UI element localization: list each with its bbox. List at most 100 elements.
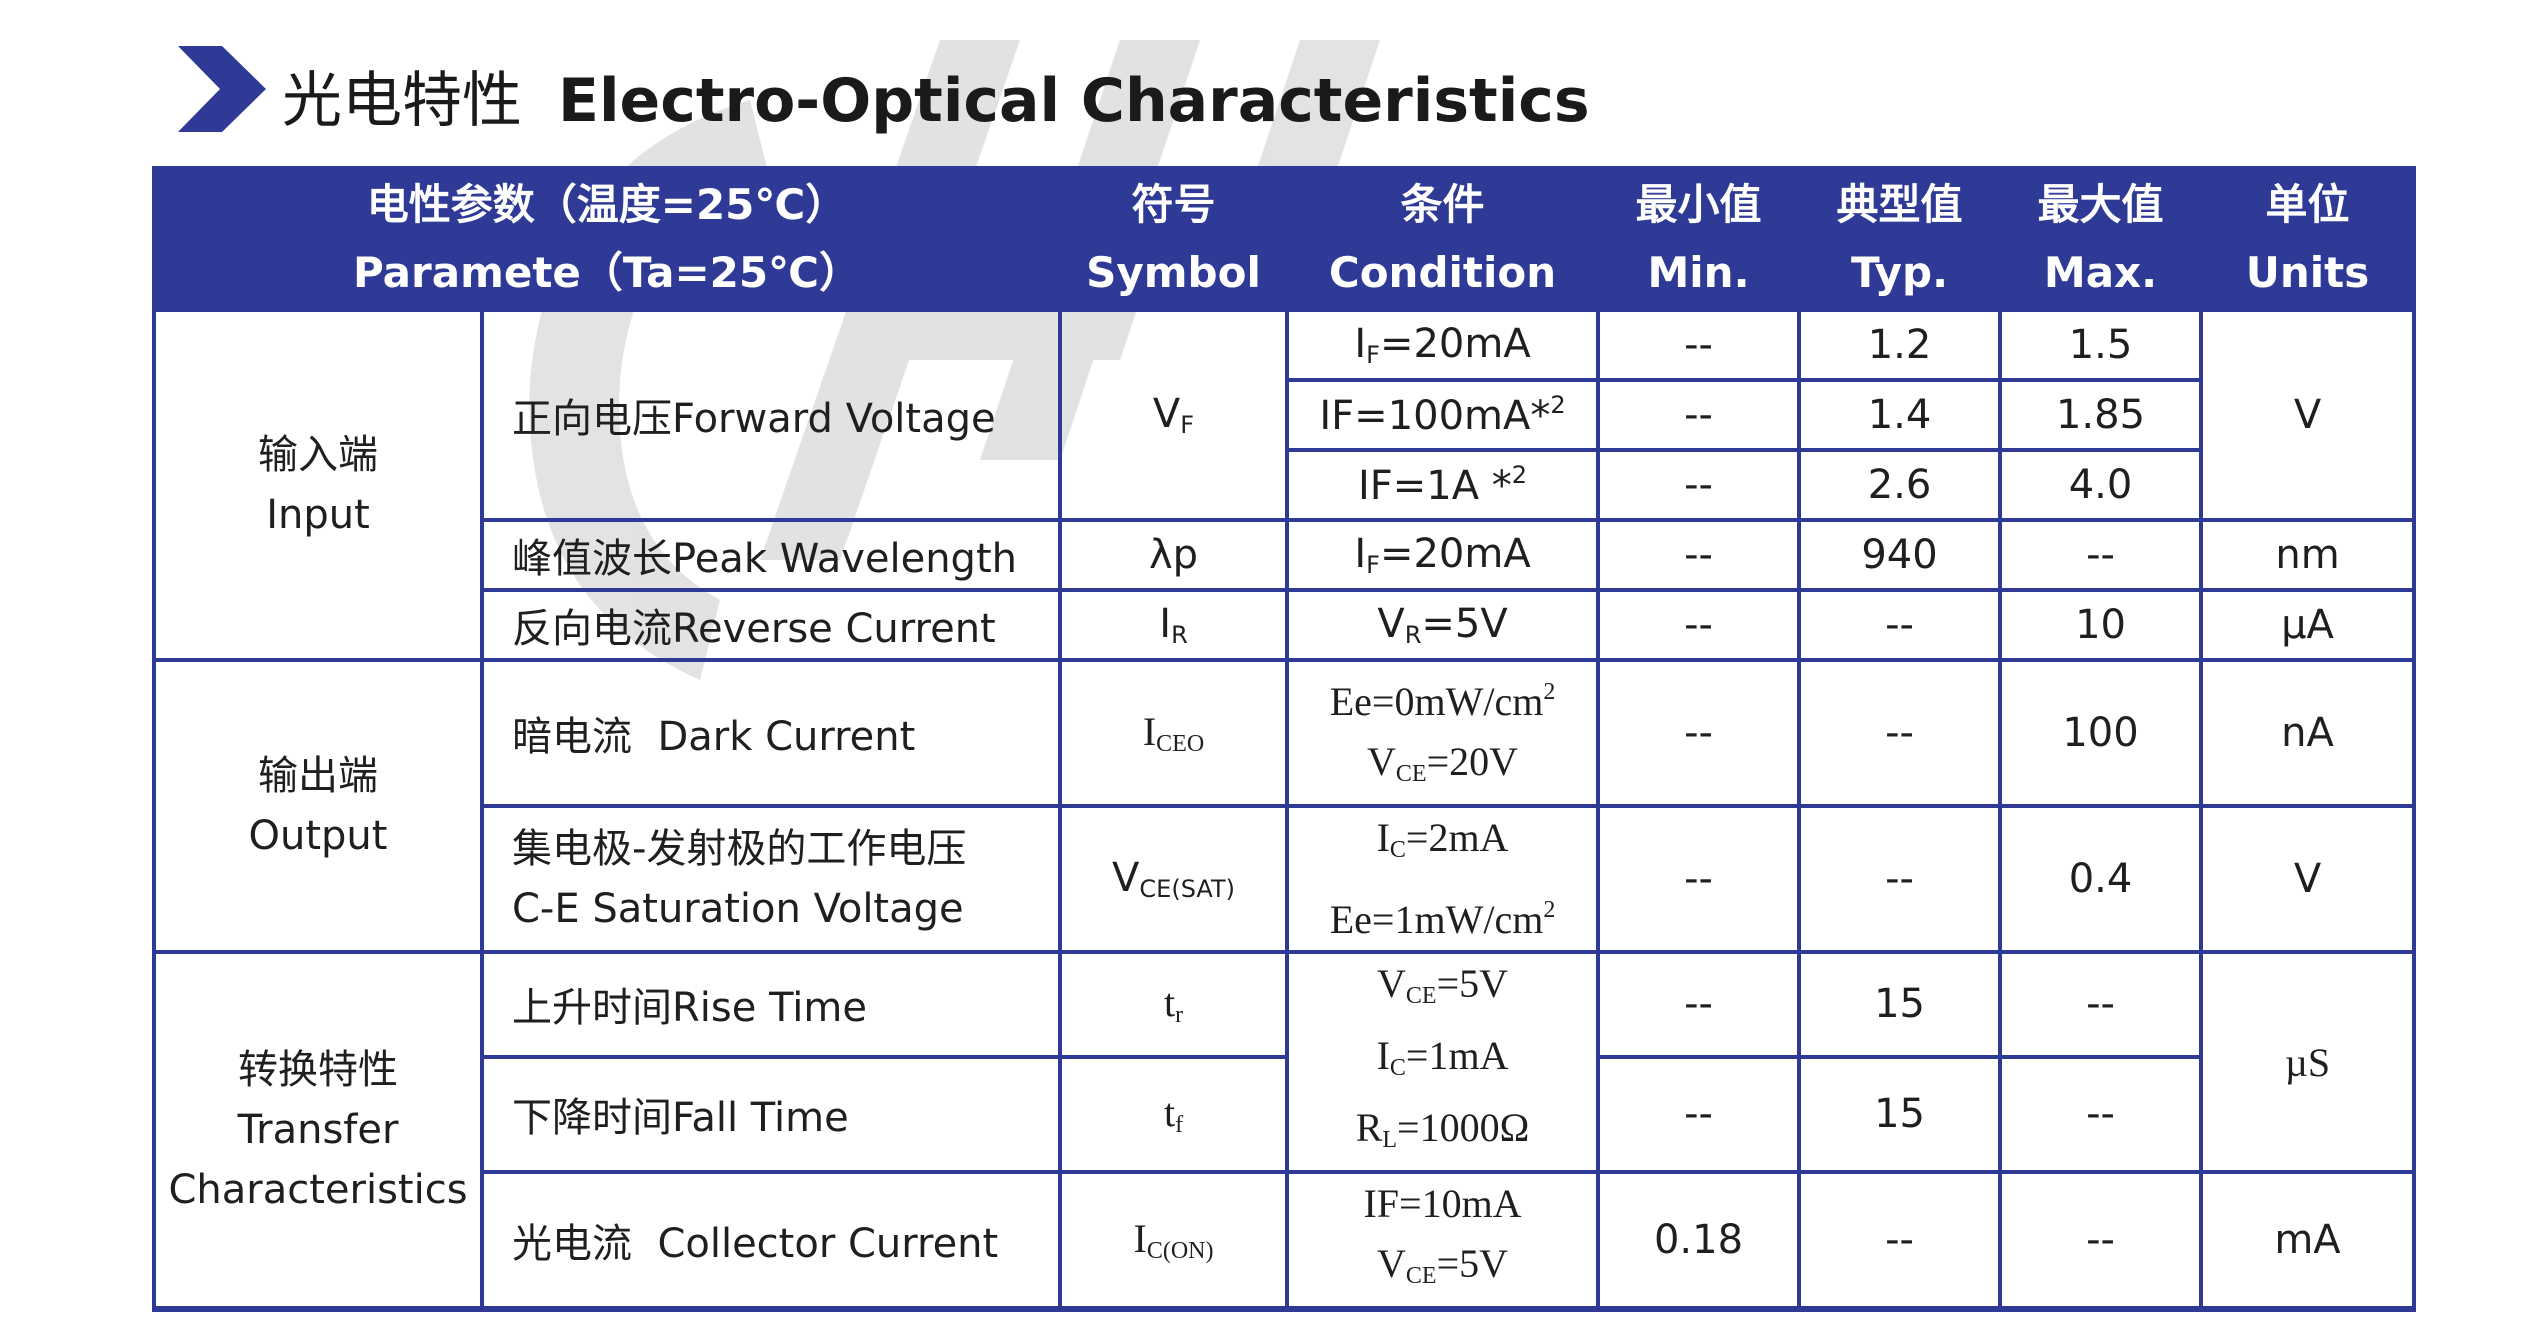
- cond-rest: =5V: [1436, 961, 1509, 1006]
- group-transfer-en-2: Characteristics: [168, 1167, 468, 1213]
- cell-max: --: [1998, 518, 2204, 592]
- group-transfer-en-1: Transfer: [237, 1107, 399, 1153]
- param-cn: 正向电压: [512, 396, 672, 442]
- cell-unit: V: [2199, 804, 2417, 954]
- cond-line-2: IC=1mA: [1289, 1026, 1596, 1098]
- table-row: 下降时间Fall Time tf -- 15 --: [154, 1054, 2414, 1174]
- cond-line-1: IC=2mA: [1289, 808, 1596, 880]
- col-header-units-en: Units: [2245, 248, 2370, 297]
- symbol-vf: VF: [1058, 308, 1290, 522]
- param-cn: 暗电流: [512, 714, 632, 760]
- cond-sup: 2: [1511, 461, 1528, 489]
- cell-unit: nA: [2199, 658, 2417, 808]
- col-header-max-cn: 最大值: [2037, 180, 2164, 229]
- param-cn: 反向电流: [512, 606, 672, 652]
- cell-typ: --: [1797, 658, 2003, 808]
- cond-rest: =20mA: [1379, 531, 1531, 577]
- group-output-en: Output: [248, 813, 388, 859]
- cond-sub: C: [1389, 837, 1406, 863]
- cond-sub: CE: [1405, 983, 1437, 1009]
- cell-min: --: [1596, 950, 1802, 1059]
- col-header-symbol: 符号 Symbol: [1058, 166, 1290, 312]
- symbol-iceo: ICEO: [1058, 658, 1290, 808]
- cell-typ: 15: [1797, 1054, 2003, 1174]
- param-en: Rise Time: [672, 985, 867, 1032]
- cond-switching: VCE=5V IC=1mA RL=1000Ω: [1285, 950, 1601, 1174]
- cond-if-20ma: IF=20mA: [1285, 308, 1601, 382]
- group-input: 输入端 Input: [152, 308, 484, 662]
- cell-typ: 1.2: [1797, 308, 2003, 382]
- col-header-min-en: Min.: [1647, 248, 1750, 297]
- cell-unit: µA: [2199, 588, 2417, 662]
- col-header-condition-en: Condition: [1328, 248, 1557, 297]
- col-header-units: 单位 Units: [2199, 166, 2417, 312]
- col-header-condition: 条件 Condition: [1285, 166, 1601, 312]
- cell-unit: mA: [2199, 1170, 2417, 1311]
- param-saturation-voltage: 集电极-发射极的工作电压 C-E Saturation Voltage: [479, 804, 1063, 954]
- param-en: Forward Voltage: [672, 396, 996, 442]
- cond-main: I: [1354, 531, 1367, 577]
- table-header-row: 电性参数（温度=25℃） Paramete（Ta=25℃） 符号 Symbol …: [151, 166, 2417, 312]
- symbol-tf: tf: [1058, 1054, 1290, 1174]
- table-row: 输入端 Input 正向电压Forward Voltage VF IF=20mA…: [152, 308, 2417, 662]
- cond-main: V: [1377, 601, 1405, 647]
- cond-line-1: Ee=0mW/cm2: [1289, 662, 1596, 732]
- cond-sub: F: [1366, 341, 1380, 369]
- symbol-main: I: [1159, 601, 1172, 647]
- group-transfer: 转换特性 Transfer Characteristics: [152, 950, 484, 1311]
- param-cn: 集电极-发射极的工作电压: [512, 826, 967, 872]
- cond-sub: CE: [1395, 761, 1427, 787]
- cell-typ: --: [1797, 804, 2003, 954]
- cond-sup: 2: [1543, 897, 1556, 923]
- group-output: 输出端 Output: [152, 658, 484, 954]
- col-header-typ-cn: 典型值: [1836, 180, 1963, 229]
- param-fall-time: 下降时间Fall Time: [479, 1054, 1063, 1174]
- param-cn: 上升时间: [512, 985, 672, 1032]
- symbol-sub: r: [1175, 1002, 1184, 1029]
- cond-main: IF=1A *: [1357, 463, 1512, 509]
- symbol-main: t: [1163, 1090, 1176, 1136]
- cell-max: 1.85: [1998, 378, 2204, 452]
- symbol-main: I: [1142, 709, 1157, 754]
- cond-line-1: IF=10mA: [1363, 1181, 1522, 1226]
- cell-min: --: [1596, 518, 1802, 592]
- param-en: Peak Wavelength: [672, 536, 1017, 582]
- cell-min: --: [1596, 658, 1802, 808]
- cond-rest: =1mA: [1405, 1033, 1509, 1078]
- cell-typ: 940: [1797, 518, 2003, 592]
- cond-rest: =20V: [1426, 739, 1519, 784]
- col-header-typ-en: Typ.: [1850, 248, 1949, 297]
- cond-rest: =20mA: [1379, 321, 1531, 367]
- cond-main: Ee=0mW/cm: [1329, 679, 1544, 724]
- param-en: Collector Current: [657, 1221, 999, 1267]
- cond-rest: =2mA: [1405, 815, 1509, 860]
- cell-min: --: [1596, 308, 1802, 382]
- cell-max: --: [1998, 1170, 2204, 1311]
- cell-min: --: [1596, 804, 1802, 954]
- cell-unit: µS: [2199, 950, 2417, 1174]
- symbol-main: I: [1133, 1216, 1147, 1261]
- cell-typ: 1.4: [1797, 378, 2003, 452]
- param-reverse-current: 反向电流Reverse Current: [479, 588, 1063, 662]
- cell-max: 10: [1998, 588, 2204, 662]
- param-dark-current: 暗电流 Dark Current: [479, 658, 1063, 808]
- cell-max: 4.0: [1998, 448, 2204, 522]
- param-cn: 下降时间: [512, 1095, 672, 1142]
- cell-typ: 15: [1797, 950, 2003, 1059]
- symbol-sub: CEO: [1156, 731, 1205, 757]
- symbol-main: V: [1112, 855, 1140, 901]
- cond-main: Ee=1mW/cm: [1329, 897, 1544, 942]
- param-en: Reverse Current: [672, 606, 996, 652]
- cond-sub: C: [1389, 1055, 1406, 1081]
- group-input-en: Input: [266, 492, 370, 538]
- cond-sub: F: [1366, 551, 1380, 579]
- symbol-tr: tr: [1058, 950, 1290, 1059]
- param-en: Dark Current: [657, 714, 916, 760]
- symbol-lambda-p: λp: [1058, 518, 1290, 592]
- col-header-min: 最小值 Min.: [1596, 166, 1802, 312]
- symbol-sub: F: [1180, 411, 1195, 439]
- cond-if-1a: IF=1A *2: [1285, 448, 1601, 522]
- cell-max: 1.5: [1998, 308, 2204, 382]
- param-collector-current: 光电流 Collector Current: [479, 1170, 1063, 1311]
- cell-min: --: [1596, 588, 1802, 662]
